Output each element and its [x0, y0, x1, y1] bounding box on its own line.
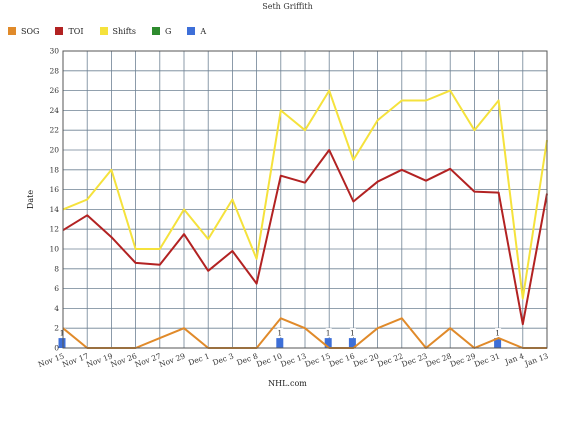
bar-a: [348, 338, 356, 348]
x-tick-label: Dec 1: [187, 351, 211, 367]
legend-swatch: [8, 27, 16, 35]
legend-label: TOI: [68, 26, 84, 36]
legend-item-a: A: [187, 27, 206, 36]
legend-label: SOG: [21, 26, 40, 36]
data-label-bg: [277, 328, 284, 338]
data-label-a: 1: [350, 329, 355, 338]
y-tick-label: 18: [49, 165, 59, 174]
legend-item-sog: SOG: [8, 27, 39, 36]
y-tick-label: 20: [49, 146, 59, 155]
chart-legend: SOG TOI Shifts G A: [8, 25, 222, 37]
y-tick-label: 28: [49, 66, 59, 75]
x-tick-label: Dec 31: [473, 351, 501, 369]
legend-item-shifts: Shifts: [99, 26, 136, 36]
legend-label: G: [164, 26, 172, 36]
legend-swatch: [55, 27, 64, 35]
data-label-a: 1: [60, 329, 65, 338]
data-label-a: 1: [495, 329, 500, 338]
series-line-shifts: [62, 89, 548, 300]
y-tick-label: 22: [49, 126, 59, 135]
legend-swatch: [151, 27, 160, 35]
y-tick-label: 10: [49, 245, 59, 254]
y-tick-label: 12: [49, 225, 59, 234]
legend-item-g: G: [151, 26, 172, 36]
x-tick-label: Jan 13: [523, 351, 550, 368]
data-label-bg: [349, 328, 356, 338]
y-tick-label: 16: [49, 185, 59, 194]
x-tick-label: Nov 29: [158, 351, 187, 369]
legend-item-toi: TOI: [55, 26, 84, 36]
x-tick-label: Jan 4: [503, 351, 526, 367]
data-label-bg: [325, 328, 332, 338]
plot-border: [62, 50, 548, 349]
y-axis-title: Date: [26, 190, 35, 209]
legend-label: Shifts: [112, 26, 136, 36]
y-tick-label: 26: [49, 86, 59, 95]
data-label-a: 1: [326, 329, 331, 338]
y-tick-label: 6: [54, 284, 59, 293]
bar-a: [494, 338, 502, 348]
series-line-toi: [62, 149, 548, 326]
legend-swatch: [99, 27, 108, 35]
series-line-sog: [62, 317, 547, 349]
bar-a: [324, 338, 332, 348]
x-axis-title: NHL.com: [268, 379, 307, 388]
data-label-a: 1: [277, 329, 282, 338]
legend-label: A: [200, 26, 207, 36]
y-tick-label: 30: [49, 47, 59, 56]
bar-a: [58, 338, 66, 348]
y-tick-label: 24: [49, 106, 59, 115]
y-tick-label: 0: [54, 344, 59, 353]
bar-a: [276, 338, 284, 348]
legend-swatch: [187, 27, 196, 35]
chart-title: Seth Griffith: [262, 2, 313, 11]
x-tick-label: Dec 3: [211, 351, 235, 367]
y-tick-label: 8: [54, 264, 59, 273]
data-label-bg: [495, 328, 502, 338]
y-tick-label: 2: [54, 324, 59, 333]
y-tick-label: 4: [54, 304, 59, 313]
y-tick-label: 14: [49, 205, 59, 214]
